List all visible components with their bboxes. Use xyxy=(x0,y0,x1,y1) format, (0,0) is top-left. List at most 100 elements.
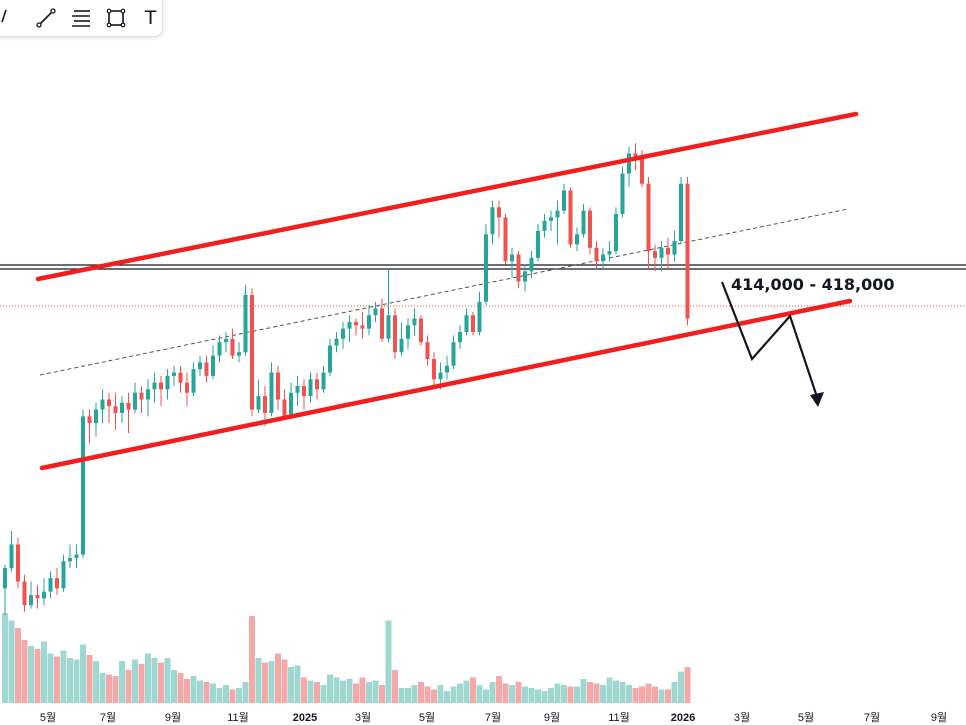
volume-bar xyxy=(262,662,268,703)
x-axis-label: 11월 xyxy=(608,711,630,724)
candle-body xyxy=(302,386,306,397)
channel-midline[interactable] xyxy=(39,208,849,376)
candle-body xyxy=(133,392,137,410)
x-axis: 5월 7월 9월 11월 2025 3월 5월 7월 9월 11월 2026 3월 5월 7월 9월 xyxy=(40,711,947,724)
candle-body xyxy=(61,561,66,589)
fib-tool-icon[interactable] xyxy=(69,6,92,30)
candle-body xyxy=(185,382,189,393)
candle-body xyxy=(464,315,469,333)
volume-bar xyxy=(359,677,366,703)
candle-body xyxy=(74,554,79,558)
candle-body xyxy=(477,301,482,333)
volume-bar xyxy=(184,679,190,703)
volume-bar xyxy=(619,682,626,703)
candle-body xyxy=(48,578,53,592)
candle-body xyxy=(3,568,7,589)
volume-bar xyxy=(470,677,476,703)
candle-body xyxy=(620,173,625,215)
candle-body xyxy=(211,355,215,376)
candle-body xyxy=(100,399,105,410)
volume-bar xyxy=(574,686,580,703)
volume-bar xyxy=(613,680,619,703)
ray-tool-icon[interactable] xyxy=(0,6,22,30)
x-axis-label: 11월 xyxy=(227,711,249,724)
candle-body xyxy=(341,328,345,339)
volume-bar xyxy=(411,685,418,703)
candle-body xyxy=(607,251,612,255)
candle-body xyxy=(107,399,111,407)
candle-body xyxy=(94,409,98,424)
x-axis-label: 7월 xyxy=(864,711,880,724)
candle-body xyxy=(308,379,313,397)
candle-body xyxy=(146,389,150,400)
volume-bar xyxy=(509,685,515,703)
volume-bar xyxy=(307,680,314,703)
volume-bar xyxy=(41,641,47,703)
volume-bar xyxy=(80,644,86,703)
candle-body xyxy=(243,294,248,353)
text-tool-glyph: T xyxy=(144,6,157,29)
volume-bar xyxy=(99,673,106,703)
candle-body xyxy=(523,271,527,282)
volume-bar xyxy=(665,689,671,703)
candle-body xyxy=(666,247,670,255)
candle-body xyxy=(373,308,378,316)
drawing-layer[interactable] xyxy=(0,208,966,376)
volume-bar xyxy=(288,667,294,703)
volume-bar xyxy=(476,685,483,703)
candle-body xyxy=(354,321,358,326)
volume-bar xyxy=(626,685,632,703)
channel-and-projection[interactable]: 414,000 - 418,000 xyxy=(35,111,895,471)
channel-upper-line[interactable] xyxy=(35,111,859,282)
volume-bar xyxy=(346,679,353,703)
volume-bar xyxy=(353,683,359,703)
trendline-tool-icon[interactable] xyxy=(34,6,57,30)
volume-bar xyxy=(580,679,587,703)
candle-body xyxy=(497,207,501,218)
volume-bar xyxy=(405,688,411,703)
candle-body xyxy=(562,190,566,211)
volume-bar xyxy=(15,628,21,703)
volume-bar xyxy=(567,686,574,703)
candle-body xyxy=(29,595,33,606)
candle-body xyxy=(425,342,430,360)
candle-body xyxy=(263,396,267,413)
candle-body xyxy=(633,153,638,157)
candle-body xyxy=(16,544,20,582)
volume-bar xyxy=(652,686,658,703)
candle-body xyxy=(601,254,605,262)
volume-bar xyxy=(106,674,112,703)
volume-bar xyxy=(190,676,197,703)
candle-body xyxy=(139,392,144,400)
volume-bar xyxy=(255,658,262,703)
volume-bar xyxy=(67,658,73,703)
volume-bar xyxy=(2,613,8,703)
candle-body xyxy=(282,399,287,417)
x-axis-label: 2025 xyxy=(293,712,317,724)
x-axis-label: 7월 xyxy=(485,711,501,724)
volume-bar xyxy=(132,659,138,703)
candle-body xyxy=(510,254,514,262)
candle-body xyxy=(120,402,124,413)
channel-lower-line[interactable] xyxy=(39,298,853,471)
candle-body xyxy=(230,338,235,356)
text-tool-icon[interactable]: T xyxy=(139,6,162,30)
candle-body xyxy=(380,308,384,339)
candle-body xyxy=(614,214,618,252)
volume-bar xyxy=(281,659,288,703)
candle-body xyxy=(646,183,651,252)
drawing-toolbar: T xyxy=(0,0,163,37)
candle-body xyxy=(178,372,183,383)
candle-body xyxy=(393,315,397,353)
x-axis-label: 5월 xyxy=(798,711,814,724)
projection-path[interactable] xyxy=(720,281,820,401)
volume-bar xyxy=(327,674,333,703)
volume-bar xyxy=(314,682,320,703)
rectangle-tool-icon[interactable] xyxy=(104,6,127,30)
volume-bar xyxy=(587,682,593,703)
candle-body xyxy=(9,544,14,569)
volume-bar xyxy=(301,677,307,703)
volume-bar xyxy=(249,616,255,703)
volume-bar xyxy=(236,688,242,703)
